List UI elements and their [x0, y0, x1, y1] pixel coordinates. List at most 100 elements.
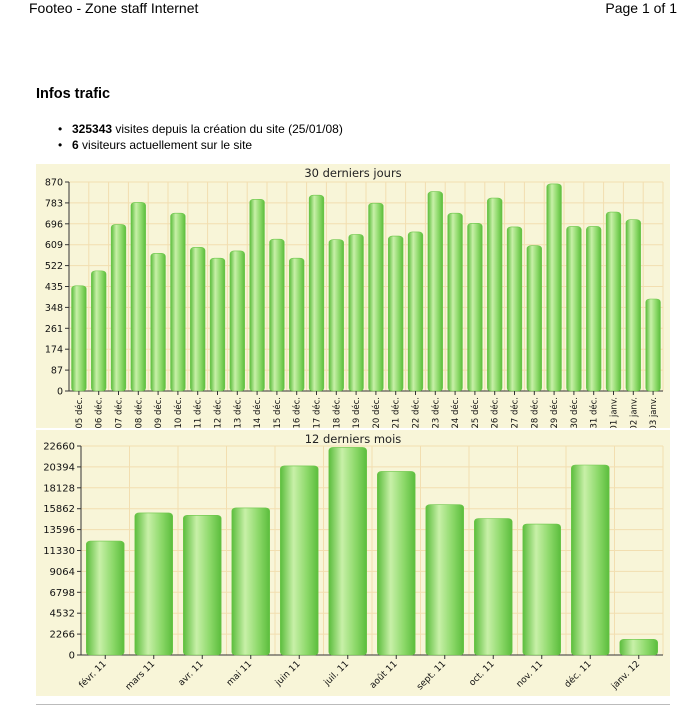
page-indicator: Page 1 of 1	[605, 0, 677, 16]
traffic-stats-list: • 325343 visites depuis la création du si…	[58, 121, 343, 153]
chart-title: 12 derniers mois	[305, 432, 402, 446]
bar	[209, 257, 226, 392]
y-tick-label: 18128	[43, 483, 75, 494]
y-tick-label: 9064	[50, 567, 75, 578]
y-tick-label: 6798	[50, 588, 75, 599]
stat-total-visits-value: 325343	[72, 122, 113, 136]
bar	[183, 514, 222, 656]
bar	[645, 298, 661, 392]
y-tick-label: 174	[45, 345, 63, 356]
x-tick-label: 21 déc.	[391, 397, 402, 428]
x-tick-label: 11 déc.	[193, 397, 204, 428]
bar	[522, 523, 561, 656]
y-tick-label: 87	[51, 366, 63, 377]
bar	[377, 471, 416, 656]
section-title: Infos trafic	[36, 86, 111, 102]
bar	[605, 211, 622, 392]
x-tick-label: 13 déc.	[232, 397, 243, 428]
x-tick-label: 28 déc.	[529, 397, 540, 428]
chart-last-12-months: 12 derniers mois 0 2266 4532 6798 9064 11330 13…	[36, 430, 670, 696]
y-tick-label: 261	[45, 324, 63, 335]
x-tick-label: 22 déc.	[410, 397, 421, 428]
x-tick-label: 14 déc.	[252, 397, 263, 428]
bar	[328, 447, 367, 656]
x-tick-label: 16 déc.	[292, 397, 303, 428]
x-tick-label: 24 déc.	[450, 397, 461, 428]
x-tick-label: 06 déc.	[94, 397, 105, 428]
bar	[368, 202, 384, 392]
bar	[619, 639, 658, 656]
bar	[130, 202, 146, 392]
bar	[566, 226, 582, 392]
x-tick-label: 17 déc.	[311, 397, 322, 428]
footer-divider	[36, 704, 670, 705]
x-tick-label: 25 déc.	[470, 397, 481, 428]
y-tick-label: 522	[45, 261, 63, 272]
bar	[546, 183, 562, 392]
y-tick-label: 0	[69, 651, 75, 662]
bar	[190, 247, 206, 392]
x-tick-label: 26 déc.	[490, 397, 501, 428]
y-tick-label: 0	[57, 387, 63, 398]
y-tick-label: 696	[45, 219, 63, 230]
bar	[474, 518, 513, 656]
x-tick-label: 27 déc.	[509, 397, 520, 428]
x-tick-label: 02 janv.	[629, 397, 639, 428]
y-tick-label: 22660	[43, 442, 75, 453]
y-tick-label: 870	[45, 178, 63, 189]
x-tick-label: 23 déc.	[430, 397, 441, 428]
bar	[487, 197, 503, 392]
y-tick-label: 435	[45, 282, 63, 293]
bar	[506, 226, 523, 392]
x-tick-label: 20 déc.	[371, 397, 382, 428]
bar	[110, 224, 127, 392]
y-tick-label: 11330	[43, 546, 75, 557]
y-tick-label: 4532	[50, 609, 75, 620]
x-tick-label: 31 déc.	[589, 397, 600, 428]
x-tick-label: 09 déc.	[153, 397, 164, 428]
x-tick-label: 01 janv.	[609, 397, 619, 428]
y-tick-label: 783	[45, 198, 63, 209]
bar	[134, 512, 173, 656]
bar	[170, 212, 186, 392]
bar	[91, 270, 107, 392]
bar	[150, 253, 166, 392]
y-tick-label: 609	[45, 240, 63, 251]
x-tick-label: 15 déc.	[272, 397, 283, 428]
x-tick-label: 12 déc.	[212, 397, 223, 428]
bar	[407, 231, 424, 392]
bar	[231, 507, 270, 656]
x-tick-label: 08 déc.	[133, 397, 144, 428]
bar	[71, 285, 87, 392]
x-tick-label: 05 déc.	[74, 397, 85, 428]
x-tick-label: 07 déc.	[113, 397, 124, 428]
y-tick-label: 13596	[43, 525, 75, 536]
bar	[229, 250, 245, 392]
bar	[625, 219, 641, 392]
bar	[586, 226, 602, 392]
bar	[86, 540, 125, 656]
stat-total-visits: • 325343 visites depuis la création du si…	[58, 121, 343, 137]
stat-current-visitors-value: 6	[72, 138, 79, 152]
document-title: Footeo - Zone staff Internet	[29, 0, 199, 16]
y-tick-label: 15862	[43, 504, 75, 515]
x-tick-label: 30 déc.	[569, 397, 580, 428]
x-tick-label: 10 déc.	[173, 397, 184, 428]
y-tick-label: 2266	[50, 630, 75, 641]
bar	[249, 198, 265, 392]
stat-total-visits-text: visites depuis la création du site (25/0…	[112, 122, 343, 136]
bar	[526, 245, 542, 392]
x-tick-label: 03 janv.	[649, 397, 659, 428]
bar	[447, 212, 463, 392]
bar	[427, 191, 443, 392]
bullet: •	[58, 122, 63, 136]
x-tick-label: 18 déc.	[331, 397, 342, 428]
bar	[269, 238, 285, 392]
bar	[348, 234, 364, 392]
bar	[571, 464, 610, 656]
bar	[289, 257, 305, 392]
chart-title: 30 derniers jours	[304, 166, 401, 180]
chart-last-30-days: 30 derniers jours 0 87 174 261 348 435 522 609 69…	[36, 164, 670, 428]
y-tick-label: 20394	[43, 462, 75, 473]
y-tick-label: 348	[45, 303, 63, 314]
